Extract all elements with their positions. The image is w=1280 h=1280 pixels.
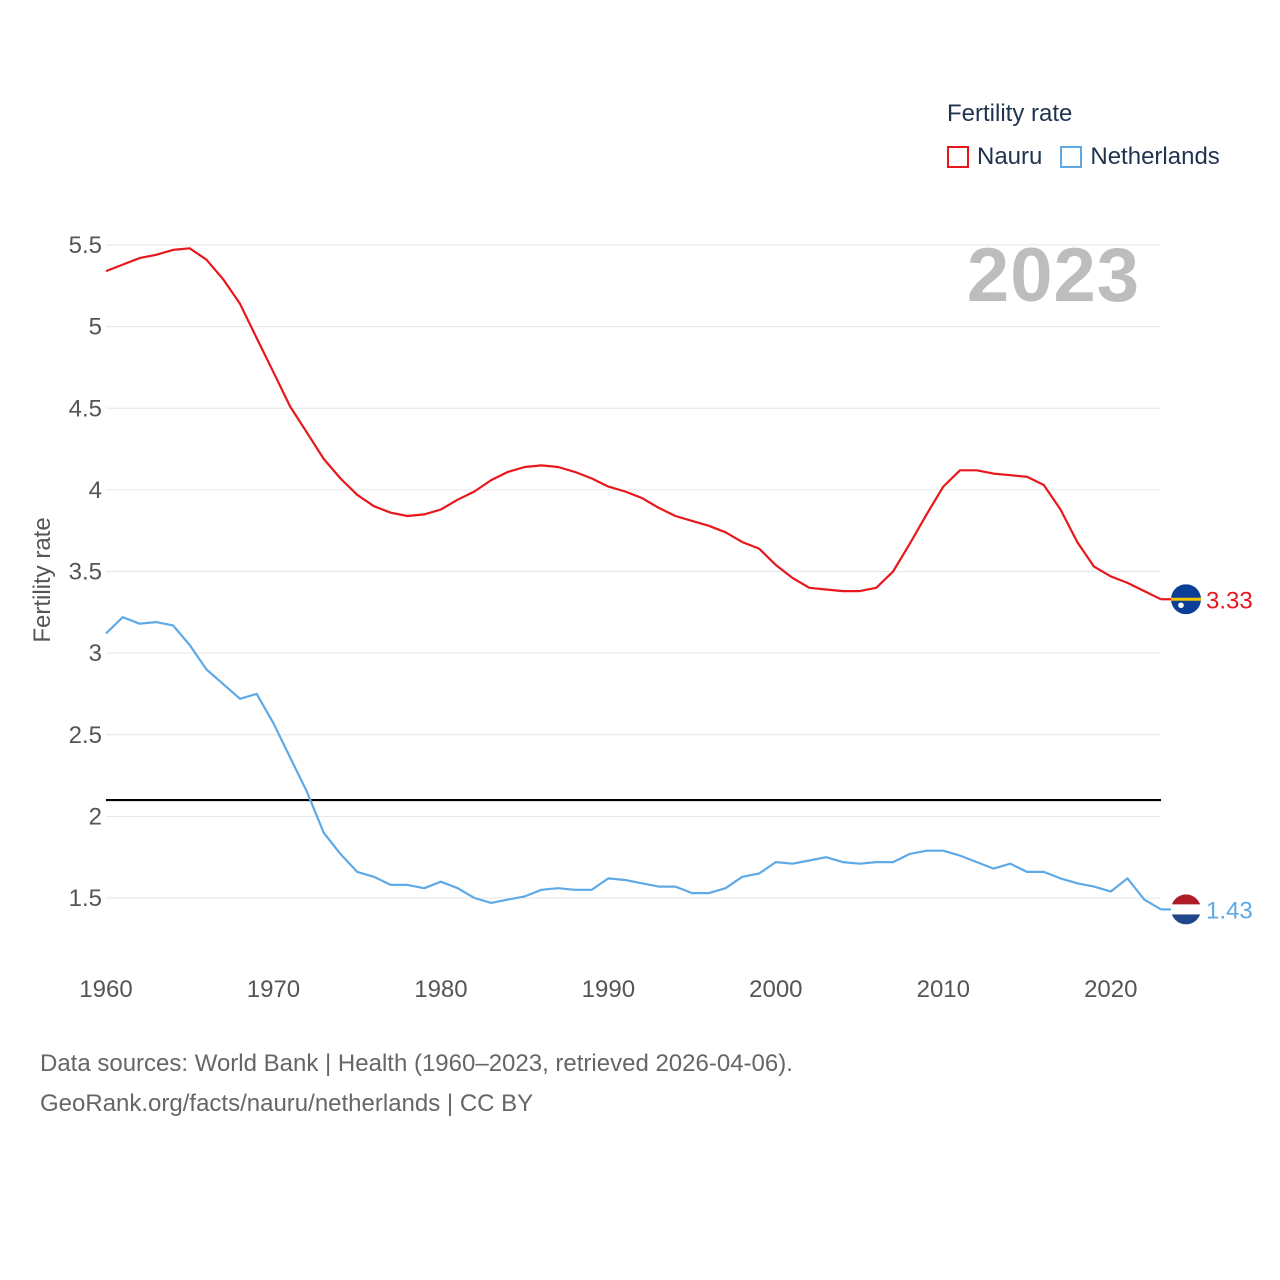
x-tick-label: 1960: [79, 976, 132, 1003]
grid-lines: [106, 244, 1161, 899]
y-tick-label: 4: [89, 477, 102, 504]
x-tick-label: 1980: [414, 976, 467, 1003]
series-lines: [105, 247, 1162, 911]
line-chart: 1.5 2 2.5 3 3.5 4 4.5 5 5.5 1960 1970 1980 1990 2000…: [29, 232, 1253, 1003]
end-value-label-netherlands: 1.43: [1206, 897, 1253, 924]
x-tick-label: 2000: [749, 976, 802, 1003]
legend-item-netherlands[interactable]: Netherlands: [1060, 143, 1220, 171]
y-tick-label: 5.5: [69, 232, 102, 259]
legend-item-nauru[interactable]: Nauru: [947, 143, 1042, 171]
x-tick-label: 2020: [1084, 976, 1137, 1003]
x-tick-label: 1990: [582, 976, 635, 1003]
legend-swatch-nauru: [947, 146, 969, 168]
footer-link[interactable]: GeoRank.org/facts/nauru/netherlands | CC…: [40, 1090, 534, 1117]
legend-title: Fertility rate: [947, 100, 1073, 127]
legend: Nauru Netherlands: [947, 143, 1238, 171]
y-tick-label: 3.5: [69, 559, 102, 586]
legend-label-netherlands: Netherlands: [1090, 143, 1220, 170]
netherlands-flag-icon: [1171, 894, 1201, 925]
y-tick-label: 5: [89, 314, 102, 341]
legend-swatch-netherlands: [1060, 146, 1083, 168]
series-end-markers: 3.33 1.43: [1161, 584, 1253, 925]
y-tick-label: 4.5: [69, 395, 102, 422]
footer-sources: Data sources: World Bank | Health (1960–…: [40, 1050, 793, 1077]
y-tick-label: 3: [89, 640, 102, 667]
x-tick-label: 1970: [247, 976, 300, 1003]
nauru-flag-icon: [1171, 584, 1201, 615]
y-tick-label: 1.5: [69, 885, 102, 912]
legend-label-nauru: Nauru: [977, 143, 1043, 170]
series-line-nauru[interactable]: [105, 247, 1162, 601]
y-tick-label: 2: [89, 803, 102, 830]
y-axis: 1.5 2 2.5 3 3.5 4 4.5 5 5.5: [69, 232, 102, 912]
year-watermark: 2023: [966, 233, 1140, 318]
y-axis-label: Fertility rate: [29, 517, 56, 642]
series-line-netherlands[interactable]: [105, 616, 1162, 911]
x-tick-label: 2010: [917, 976, 970, 1003]
y-tick-label: 2.5: [69, 722, 102, 749]
x-axis: 1960 1970 1980 1990 2000 2010 2020: [79, 976, 1137, 1003]
footer: Data sources: World Bank | Health (1960–…: [40, 1044, 793, 1124]
end-value-label-nauru: 3.33: [1206, 587, 1253, 614]
